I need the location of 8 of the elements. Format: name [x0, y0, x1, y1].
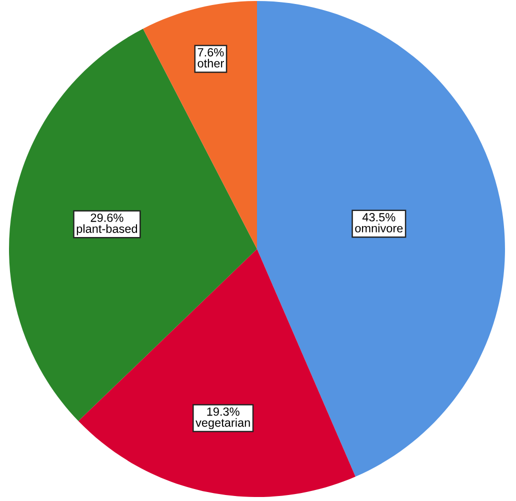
slice-label: plant-based: [76, 224, 138, 236]
data-label: 19.3%: [207, 407, 240, 416]
slice-label: omnivore: [355, 224, 403, 232]
slice-label: vegetarian: [196, 418, 250, 430]
data-label: 43.5%: [362, 213, 396, 222]
slice-label: other: [198, 58, 224, 68]
data-label: 7.6%: [198, 48, 224, 56]
data-label: 29.6%: [90, 214, 124, 222]
